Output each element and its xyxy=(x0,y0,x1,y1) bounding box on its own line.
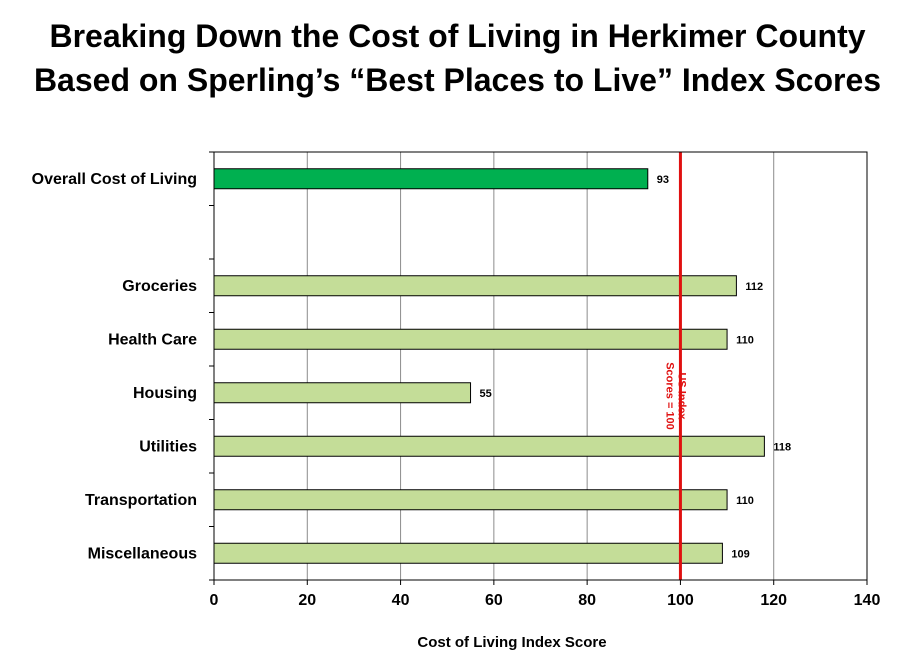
category-label: Miscellaneous xyxy=(88,545,197,562)
x-tick-label: 140 xyxy=(854,592,881,609)
chart-title-line-2: Based on Sperling’s “Best Places to Live… xyxy=(33,62,882,98)
bar xyxy=(213,168,649,190)
category-label: Health Care xyxy=(108,331,197,348)
x-axis-title: Cost of Living Index Score xyxy=(417,634,606,651)
data-label: 109 xyxy=(731,548,749,560)
chart-title: Breaking Down the Cost of Living in Herk… xyxy=(0,14,915,102)
category-label: Housing xyxy=(133,385,197,402)
bar xyxy=(213,382,472,404)
category-label: Utilities xyxy=(139,438,197,455)
data-label: 118 xyxy=(773,441,791,453)
bar xyxy=(213,489,728,511)
x-tick-label: 100 xyxy=(667,592,694,609)
x-tick-label: 40 xyxy=(392,592,410,609)
category-label: Overall Cost of Living xyxy=(32,171,197,188)
bar xyxy=(213,328,728,350)
x-tick-label: 0 xyxy=(210,592,219,609)
data-label: 112 xyxy=(745,281,763,293)
x-tick-label: 120 xyxy=(760,592,787,609)
reference-line-label-line: Scores = 100 xyxy=(663,362,675,430)
bars: 93 112 110 55 118 110 109 xyxy=(213,168,791,564)
x-tick-label: 80 xyxy=(578,592,596,609)
plot-area xyxy=(214,152,867,580)
data-label: 55 xyxy=(480,388,492,400)
category-label: Transportation xyxy=(85,492,197,509)
bar xyxy=(213,275,737,297)
x-tick-label: 20 xyxy=(298,592,316,609)
data-label: 93 xyxy=(657,174,669,186)
axes: 0 20 40 60 80 100 120 140 Overall Cost of Living… xyxy=(32,151,881,609)
reference-line-group: US IndexScores = 100 xyxy=(663,152,687,580)
bar xyxy=(213,542,723,564)
data-label: 110 xyxy=(736,495,754,507)
chart-title-line-1: Breaking Down the Cost of Living in Herk… xyxy=(49,18,866,54)
reference-line-label: US IndexScores = 100 xyxy=(663,362,687,430)
category-label: Groceries xyxy=(122,278,197,295)
data-label: 110 xyxy=(736,334,754,346)
x-tick-label: 60 xyxy=(485,592,503,609)
reference-line-label-line: US Index xyxy=(675,372,687,420)
